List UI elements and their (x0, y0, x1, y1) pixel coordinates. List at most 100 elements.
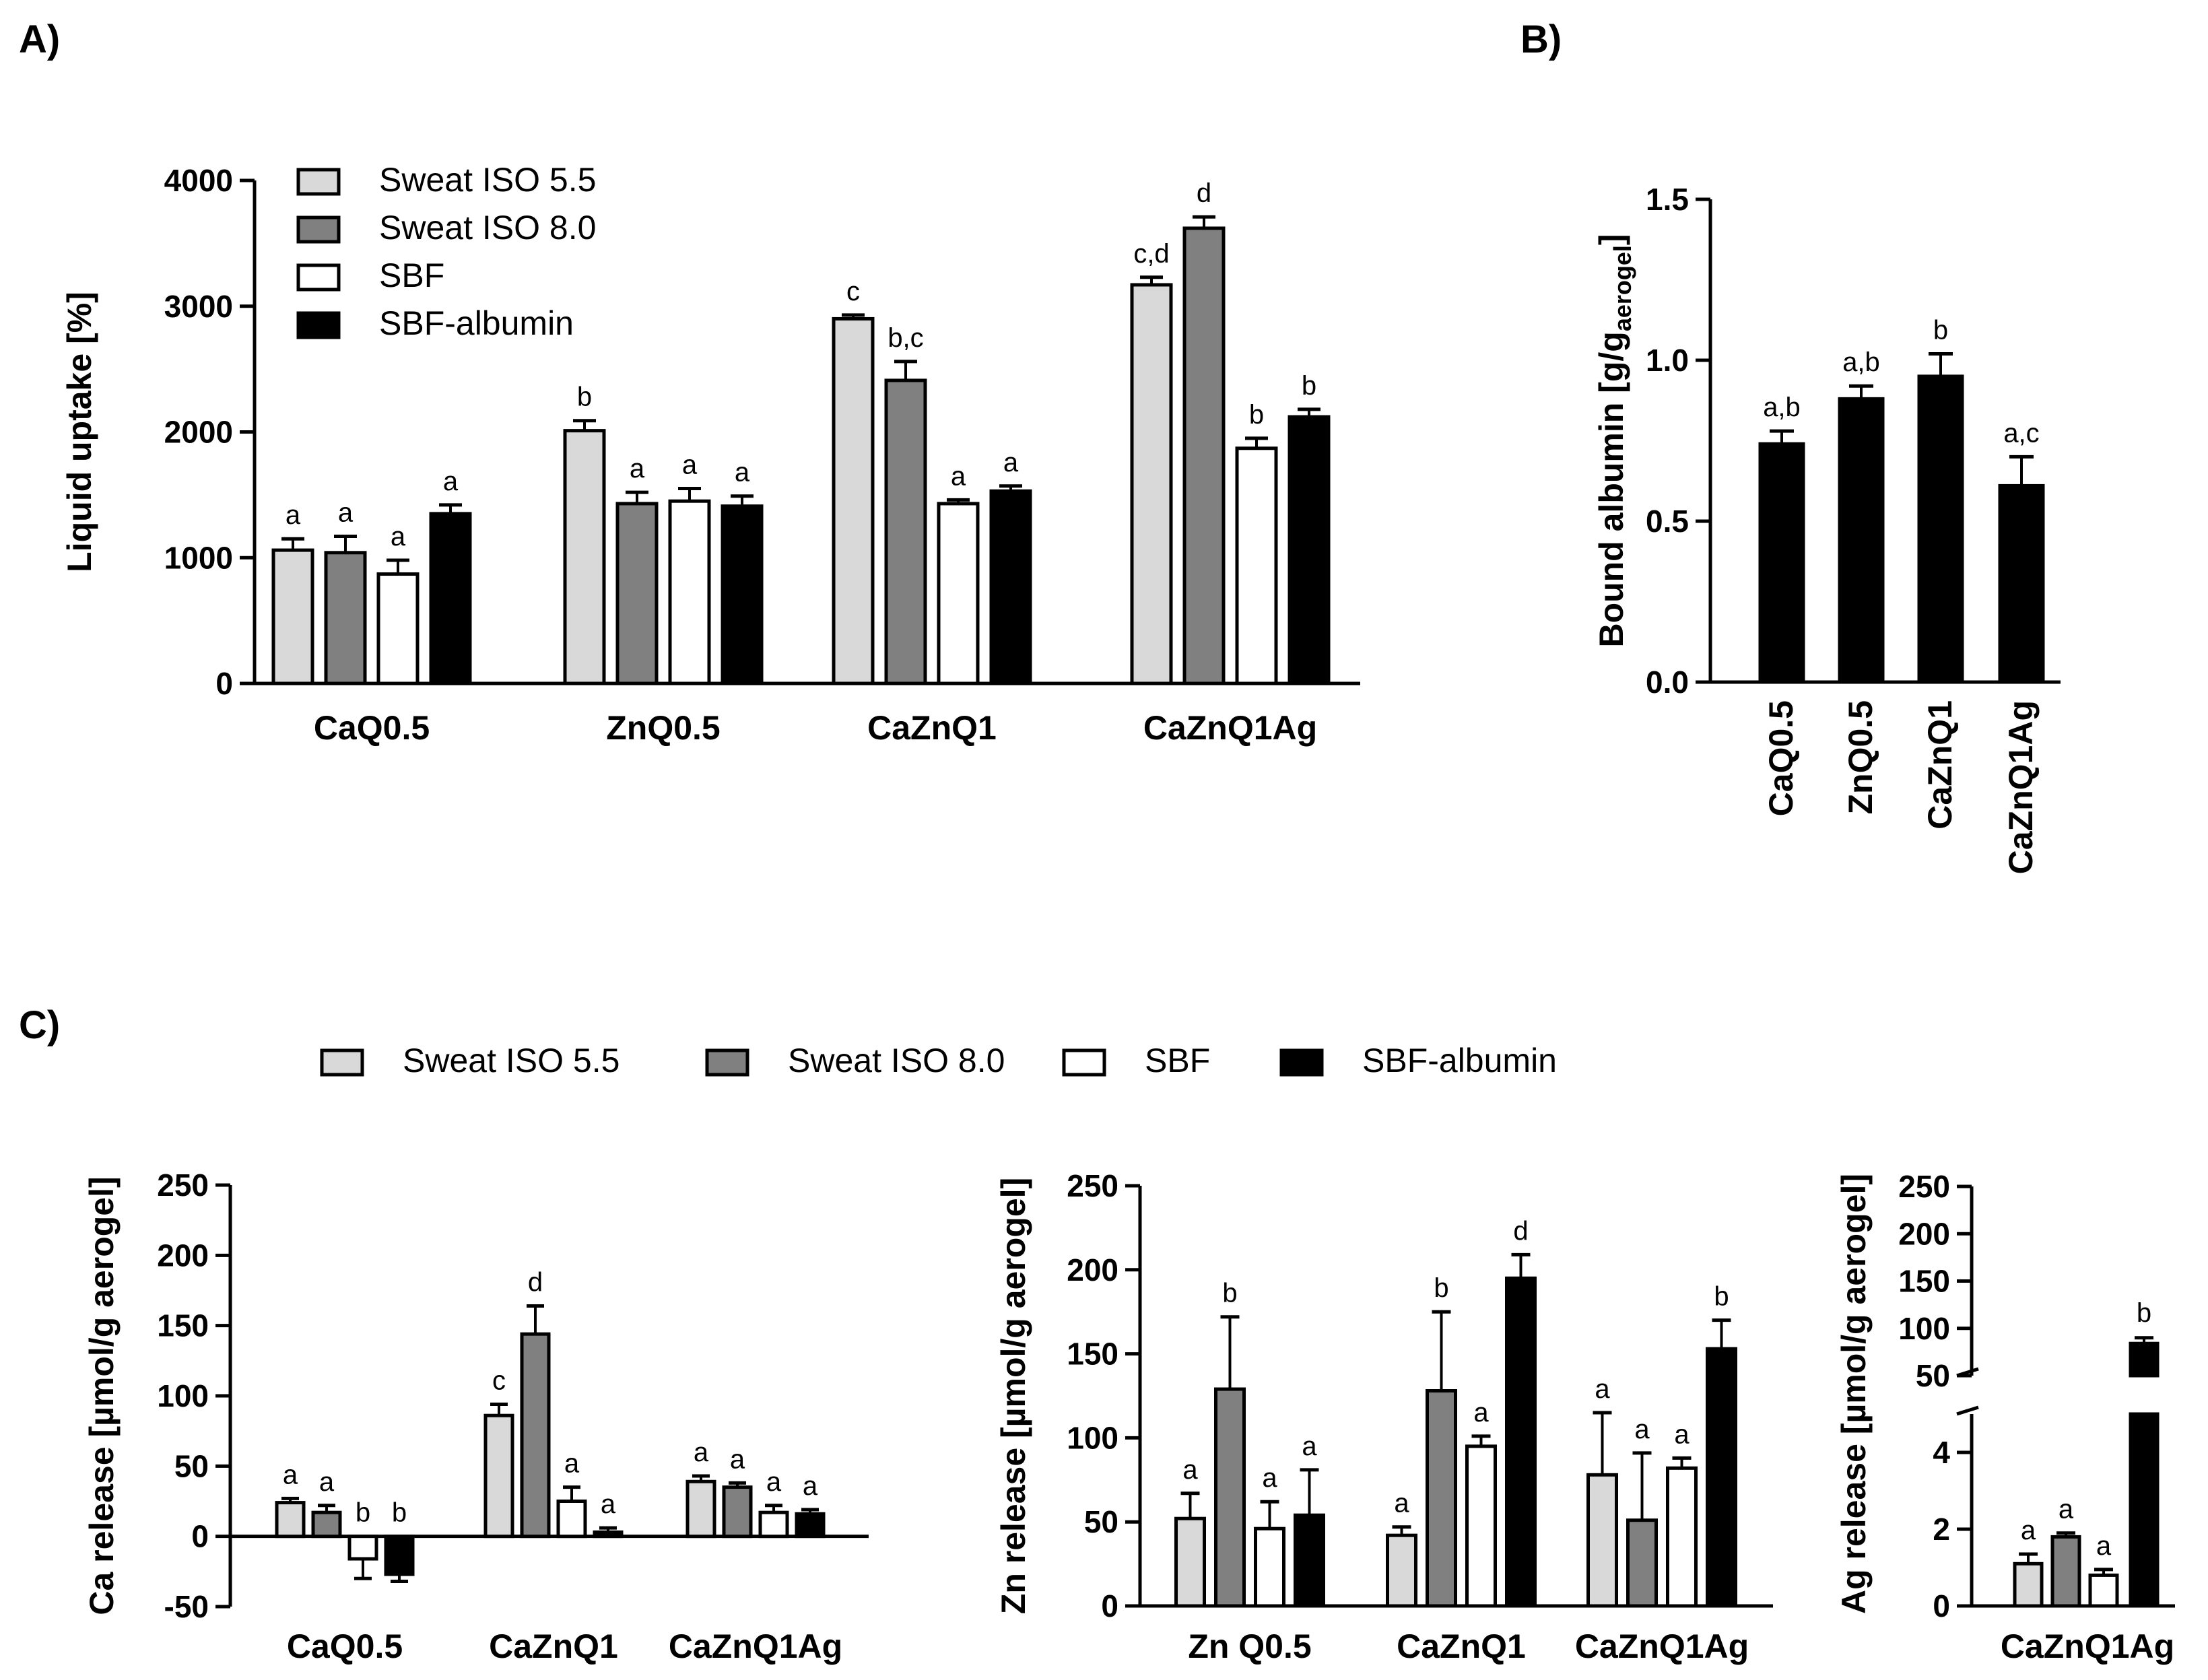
significance-label: c (492, 1366, 506, 1396)
significance-label: a (735, 458, 750, 488)
bar (1666, 1466, 1698, 1608)
y-tick-label: 2000 (164, 415, 233, 450)
legend-label-sbf: SBF (379, 257, 444, 294)
bar (1130, 283, 1173, 685)
x-category-label: ZnQ0.5 (1842, 700, 1879, 814)
significance-label: a (730, 1444, 745, 1474)
significance-label: a (1595, 1374, 1610, 1404)
significance-label: d (1513, 1216, 1528, 1246)
bar (520, 1332, 551, 1539)
y-tick-label: 200 (1067, 1252, 1118, 1287)
significance-label: a (1674, 1419, 1690, 1449)
y-tick-label: 1000 (164, 540, 233, 575)
bar (483, 1413, 514, 1539)
significance-label: b,c (888, 323, 923, 353)
panel-label-b: B) (1520, 18, 1562, 61)
significance-label: a,b (1842, 347, 1880, 377)
significance-label: a (1473, 1398, 1489, 1427)
bar (275, 1501, 306, 1539)
legend-label-sweat-iso-5-5: Sweat ISO 5.5 (379, 161, 596, 199)
y-axis-label: Zn release [µmol/g aerogel] (995, 1178, 1032, 1614)
significance-label: a (2059, 1495, 2074, 1524)
x-category-label: CaZnQ1 (1397, 1627, 1526, 1665)
bar (1917, 374, 1964, 684)
y-tick-label: 3000 (164, 289, 233, 324)
chart-b: 0.0 0.5 1.0 1.5 Bound albumin [g/gaerogel] a,… (1593, 182, 2061, 874)
x-category-label: CaZnQ1Ag (1575, 1627, 1749, 1665)
bar (1294, 1513, 1325, 1608)
legend-label-sweat-iso-8-0: Sweat ISO 8.0 (788, 1042, 1005, 1079)
bar (1386, 1533, 1417, 1608)
x-category-label: CaZnQ1 (867, 709, 997, 747)
bar (1287, 415, 1331, 685)
bar (1626, 1518, 1658, 1608)
y-tick-label: 250 (157, 1168, 209, 1203)
y-tick-label: 0 (191, 1519, 209, 1554)
significance-label: a (286, 500, 301, 530)
bar (1758, 442, 1805, 684)
bar-upper-segment (2129, 1341, 2160, 1378)
bar (1254, 1526, 1285, 1608)
y-tick-label: 200 (157, 1238, 209, 1273)
legend-swatch-sbf (296, 263, 341, 292)
x-category-label: CaQ0.5 (287, 1627, 403, 1665)
significance-label: c,d (1133, 239, 1169, 269)
legend-c: Sweat ISO 5.5 Sweat ISO 8.0 SBF SBF-albumin (320, 1042, 1557, 1079)
bar (324, 551, 367, 685)
significance-label: a (443, 467, 459, 496)
y-axis-label: Ca release [µmol/g aerogel] (83, 1176, 121, 1615)
y-axis-label: Ag release [µmol/g aerogel] (1835, 1174, 1873, 1614)
bar (1235, 446, 1278, 685)
bar-lower-segment (2129, 1412, 2160, 1608)
bar (2013, 1561, 2044, 1608)
x-category-label: CaZnQ1 (1921, 700, 1959, 830)
legend-label-sweat-iso-5-5: Sweat ISO 5.5 (403, 1042, 620, 1079)
bar (989, 489, 1032, 685)
significance-label: a (1394, 1489, 1409, 1518)
chart-c-ca: -50 0 50 100 150 200 250 Ca release [µmol/g aer… (83, 1168, 869, 1665)
legend-swatch-sweat-iso-5-5 (320, 1048, 364, 1077)
significance-label: a (601, 1489, 616, 1519)
bar (2088, 1573, 2119, 1608)
bar (271, 548, 314, 685)
x-category-label: CaQ0.5 (314, 709, 430, 747)
y-tick-label: 250 (1067, 1168, 1118, 1203)
significance-label: a (338, 498, 354, 528)
significance-label: a,c (2003, 418, 2039, 448)
significance-label: a (630, 454, 645, 483)
y-tick-label: 4000 (164, 163, 233, 198)
x-category-label: ZnQ0.5 (606, 709, 720, 747)
significance-label: b (392, 1498, 407, 1528)
bar (884, 378, 927, 685)
significance-label: b (2137, 1298, 2151, 1328)
x-category-label: CaZnQ1 (489, 1627, 618, 1665)
panel-label-a: A) (19, 18, 60, 61)
bar (311, 1510, 342, 1539)
significance-label: a (682, 450, 698, 480)
significance-label: a (391, 522, 406, 551)
significance-label: d (528, 1267, 543, 1297)
significance-label: a (766, 1467, 782, 1497)
significance-label: b (1222, 1279, 1237, 1308)
significance-label: a (803, 1471, 818, 1501)
y-tick-label: 250 (1898, 1169, 1950, 1204)
significance-label: a (319, 1467, 335, 1497)
legend-swatch-sweat-iso-8-0 (705, 1048, 749, 1077)
significance-label: b (1434, 1273, 1448, 1303)
bar (758, 1510, 789, 1539)
significance-label: c (846, 277, 860, 306)
significance-label: b (1249, 400, 1264, 430)
axis-break-mark (1956, 1405, 1979, 1416)
x-category-label: Zn Q0.5 (1188, 1627, 1311, 1665)
bar (722, 1485, 753, 1539)
y-axis-label: Liquid uptake [%] (61, 292, 98, 572)
y-axis-label: Bound albumin [g/gaerogel] (1593, 234, 1636, 647)
chart-c-ag: 0 2 4 50 100 150 200 250 Ag release [µmol/g aero… (1835, 1169, 2175, 1665)
bar (1465, 1444, 1497, 1608)
bar (593, 1530, 624, 1539)
significance-label: a (1003, 448, 1019, 477)
legend-swatch-sweat-iso-5-5 (296, 168, 341, 196)
bar (1586, 1473, 1618, 1608)
bar (429, 512, 472, 685)
